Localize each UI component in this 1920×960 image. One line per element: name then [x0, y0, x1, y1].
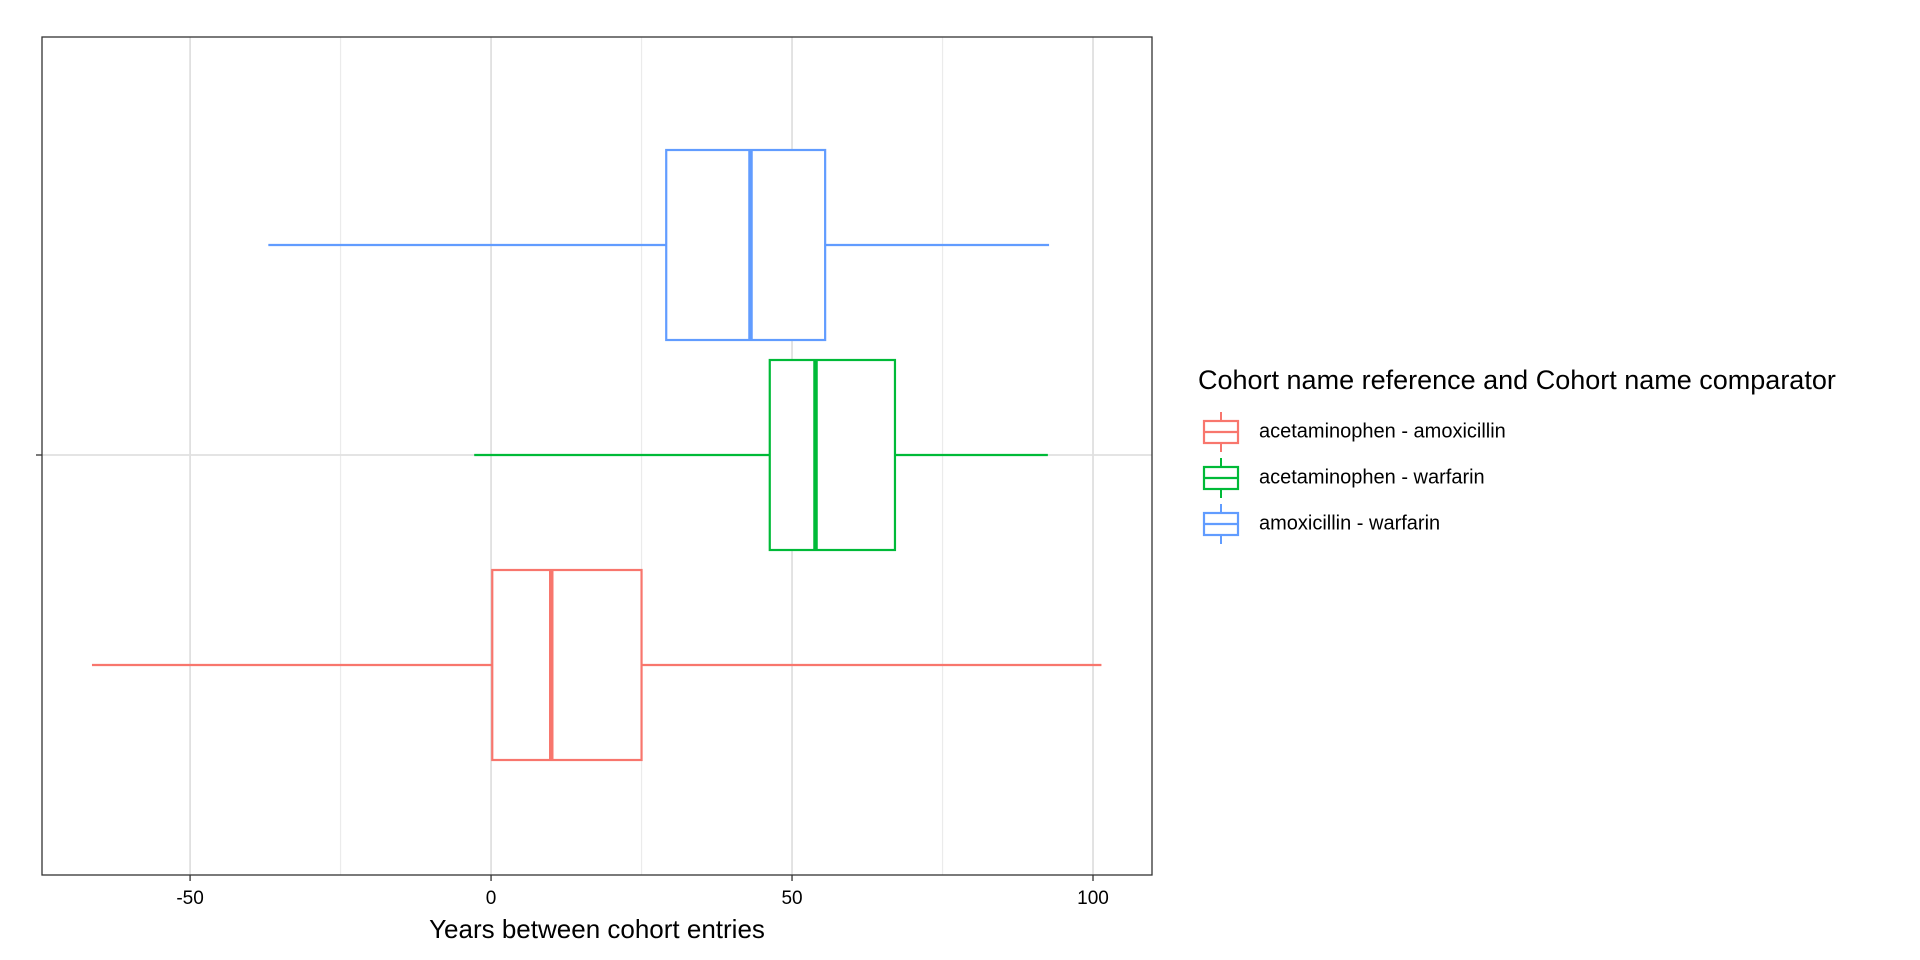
legend-label: amoxicillin - warfarin — [1259, 512, 1440, 534]
legend-label: acetaminophen - amoxicillin — [1259, 420, 1506, 442]
box — [665, 148, 827, 342]
x-tick-label: -50 — [176, 888, 203, 909]
legend-title: Cohort name reference and Cohort name co… — [1198, 365, 1836, 395]
box — [491, 568, 643, 762]
x-tick-label: 0 — [486, 888, 497, 909]
box — [768, 358, 897, 552]
x-axis-title: Years between cohort entries — [429, 914, 765, 944]
panel-border — [41, 36, 1153, 876]
x-tick-label: 50 — [781, 888, 802, 909]
legend-label: acetaminophen - warfarin — [1259, 466, 1485, 488]
x-tick-label: 100 — [1077, 888, 1109, 909]
